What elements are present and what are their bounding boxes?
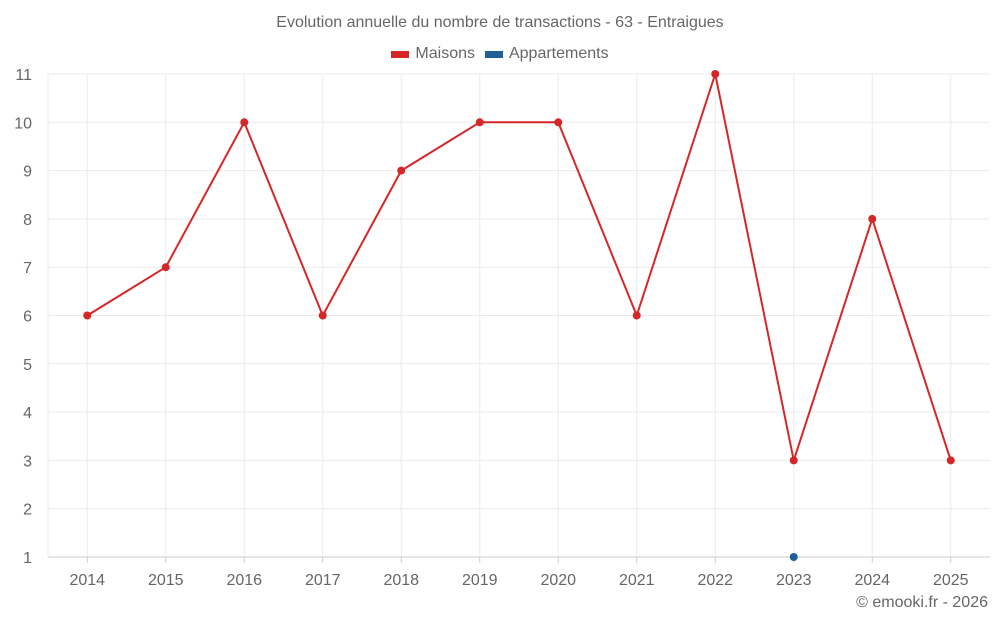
data-point-maisons-2014 xyxy=(83,311,92,320)
x-tick-label-2017: 2017 xyxy=(305,572,341,589)
x-tick-label-2020: 2020 xyxy=(540,572,576,589)
y-tick-label-3: 3 xyxy=(23,453,32,470)
data-point-maisons-2019 xyxy=(475,118,484,127)
x-tick-label-2024: 2024 xyxy=(854,572,890,589)
data-point-appartements-2023 xyxy=(789,553,798,561)
y-tick-label-7: 7 xyxy=(23,260,32,277)
data-point-maisons-2017 xyxy=(318,311,327,320)
data-point-maisons-2022 xyxy=(711,70,720,78)
x-tick-label-2018: 2018 xyxy=(383,572,419,589)
data-point-maisons-2020 xyxy=(554,118,563,127)
y-tick-label-11: 11 xyxy=(15,67,32,84)
y-tick-label-4: 4 xyxy=(23,405,32,422)
legend-label-appartements: Appartements xyxy=(508,45,609,62)
legend-item-appartements[interactable]: Appartements xyxy=(484,45,609,63)
legend-swatch-appartements xyxy=(484,50,503,58)
legend-item-maisons[interactable]: Maisons xyxy=(391,45,475,63)
data-point-maisons-2018 xyxy=(397,166,406,175)
x-tick-label-2025: 2025 xyxy=(933,572,969,589)
chart-title: Evolution annuelle du nombre de transact… xyxy=(276,14,724,31)
data-point-maisons-2024 xyxy=(868,214,877,223)
x-tick-label-2019: 2019 xyxy=(462,572,498,589)
y-tick-label-8: 8 xyxy=(23,212,32,229)
legend-swatch-maisons xyxy=(391,50,410,58)
y-tick-label-9: 9 xyxy=(23,164,32,181)
y-tick-label-10: 10 xyxy=(14,115,32,132)
data-point-maisons-2023 xyxy=(789,456,798,465)
y-tick-label-5: 5 xyxy=(23,357,32,374)
y-tick-label-1: 1 xyxy=(23,550,32,567)
x-tick-label-2015: 2015 xyxy=(148,572,184,589)
data-point-maisons-2021 xyxy=(632,311,641,320)
x-tick-label-2023: 2023 xyxy=(776,572,812,589)
x-tick-label-2021: 2021 xyxy=(619,572,655,589)
x-tick-label-2014: 2014 xyxy=(69,572,105,589)
data-point-maisons-2015 xyxy=(161,263,170,272)
credit-text: © emooki.fr - 2026 xyxy=(856,594,988,611)
legend: Maisons Appartements xyxy=(0,45,1000,63)
x-tick-label-2016: 2016 xyxy=(226,572,262,589)
data-point-maisons-2016 xyxy=(240,118,249,127)
series-line-maisons xyxy=(86,73,952,462)
x-tick-label-2022: 2022 xyxy=(697,572,733,589)
y-tick-label-6: 6 xyxy=(23,309,32,326)
legend-label-maisons: Maisons xyxy=(415,45,475,62)
data-point-maisons-2025 xyxy=(946,456,955,465)
y-tick-label-2: 2 xyxy=(23,502,32,519)
